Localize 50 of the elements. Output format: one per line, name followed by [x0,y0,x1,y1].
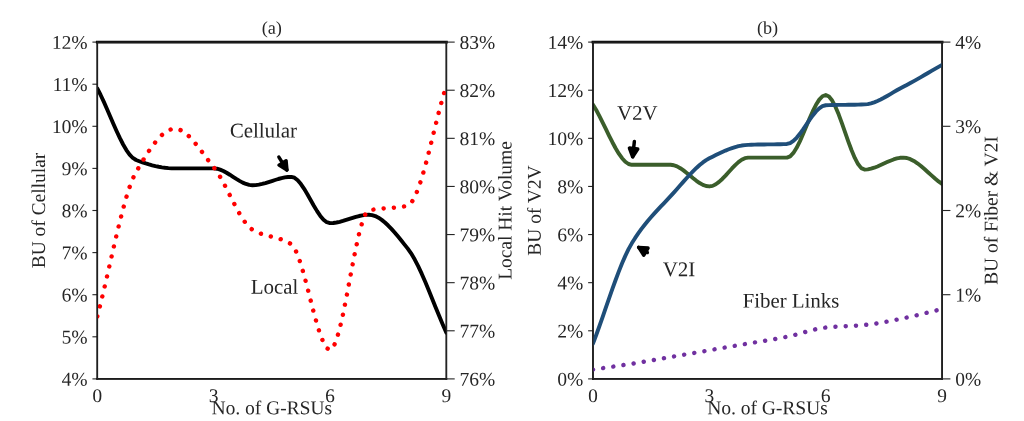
y-tick-label: 14% [549,35,583,50]
y-tick-label: 10% [53,120,87,134]
x-axis-title: No. of G-RSUs [212,400,332,415]
x-tick-label: 9 [937,389,947,403]
y2-tick-label: 78% [460,276,495,290]
x-tick-label: 0 [93,389,102,403]
y-tick-label: 4% [557,276,583,290]
y2-tick-label: 2% [956,204,981,218]
x-tick-label: 0 [588,389,598,403]
y2-axis-title: Local Hit Volume [497,141,512,280]
series-label: V2I [663,262,695,277]
y-tick-label: 11% [54,78,87,92]
y-tick-label: 7% [62,246,87,260]
y2-tick-label: 4% [955,35,981,50]
y2-tick-label: 82% [460,84,495,98]
y2-tick-label: 79% [460,228,495,242]
y2-tick-label: 3% [956,120,981,134]
series-label: Cellular [230,122,297,138]
x-tick-label: 9 [442,389,451,403]
y-tick-label: 0% [558,372,583,386]
y2-tick-label: 83% [460,35,495,50]
y-tick-label: 6% [558,228,583,242]
y-tick-label: 12% [53,35,87,50]
series-label: Fiber Links [743,293,839,308]
y-tick-label: 4% [62,372,87,386]
series-label: Local [251,279,298,294]
x-tick-label: 3 [705,389,714,403]
x-tick-label: 3 [209,389,218,403]
y-tick-label: 5% [62,330,87,344]
chart-title: (a) [262,21,282,38]
y2-tick-label: 80% [460,180,495,194]
y2-axis-title: BU of Fiber & V2I [983,136,998,285]
y-tick-label: 12% [549,84,583,98]
y2-tick-label: 76% [460,372,495,386]
y2-tick-label: 81% [460,132,495,146]
y2-tick-label: 0% [956,372,981,386]
y-tick-label: 8% [62,204,87,218]
y-tick-label: 10% [549,132,583,146]
y2-tick-label: 1% [956,288,981,302]
y-tick-label: 8% [558,180,583,194]
y-axis-title: BU of V2V [527,165,541,256]
y-tick-label: 2% [558,324,583,338]
y-axis-title: BU of Cellular [31,152,46,268]
x-tick-label: 6 [821,389,830,403]
x-tick-label: 6 [325,389,335,403]
y-tick-label: 6% [62,288,87,302]
chart-title: (b) [757,21,778,38]
y-tick-label: 9% [62,162,87,176]
series-label: V2V [617,106,658,121]
y2-tick-label: 77% [460,324,495,338]
